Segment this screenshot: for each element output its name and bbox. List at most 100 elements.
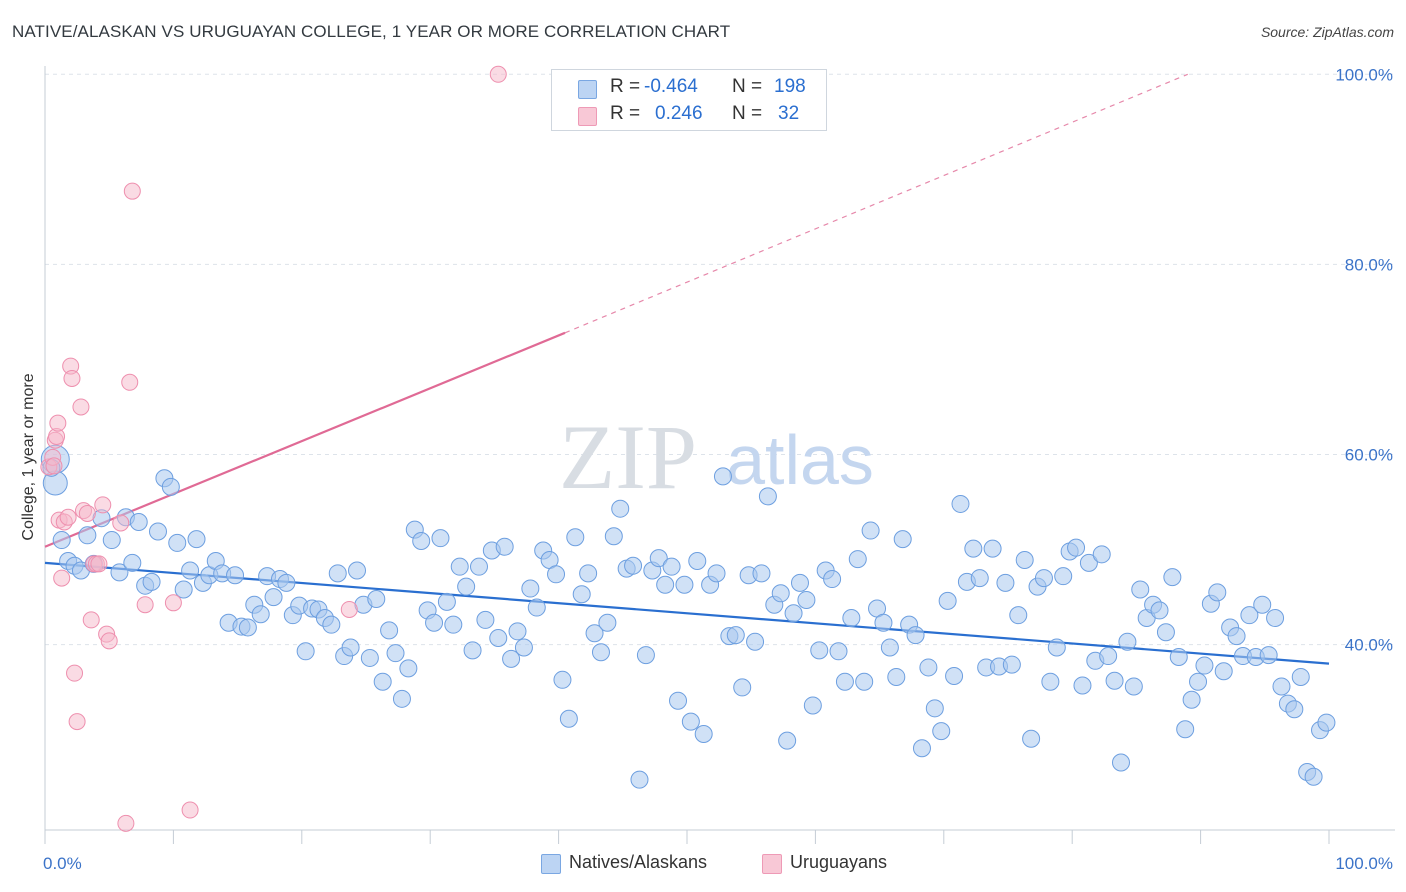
data-point-natives bbox=[1266, 609, 1285, 628]
data-point-natives bbox=[1067, 538, 1086, 557]
data-point-natives bbox=[559, 709, 578, 728]
data-point-natives bbox=[495, 537, 514, 556]
data-point-natives bbox=[797, 590, 816, 609]
data-point-natives bbox=[649, 549, 668, 568]
data-point-uruguayans bbox=[112, 514, 130, 532]
data-point-natives bbox=[508, 622, 527, 641]
data-point-uruguayans bbox=[78, 504, 96, 522]
data-point-uruguayans bbox=[164, 594, 182, 612]
data-point-natives bbox=[1131, 580, 1150, 599]
data-point-uruguayans bbox=[489, 65, 507, 83]
data-point-natives bbox=[803, 696, 822, 715]
data-point-natives bbox=[1195, 656, 1214, 675]
data-point-uruguayans bbox=[136, 596, 154, 614]
data-point-natives bbox=[367, 590, 386, 608]
data-point-natives bbox=[52, 531, 71, 550]
data-point-natives bbox=[784, 604, 803, 623]
data-point-natives bbox=[1041, 672, 1060, 691]
data-point-natives bbox=[656, 575, 675, 594]
data-point-uruguayans bbox=[59, 508, 77, 526]
legend-n-value: 198 bbox=[774, 76, 806, 97]
data-point-natives bbox=[1304, 767, 1323, 786]
data-point-natives bbox=[110, 563, 129, 582]
data-point-natives bbox=[566, 528, 585, 547]
data-point-natives bbox=[174, 580, 193, 599]
data-point-natives bbox=[932, 722, 951, 741]
y-axis-title: College, 1 year or more bbox=[20, 373, 37, 540]
data-point-natives bbox=[1099, 647, 1118, 666]
data-point-natives bbox=[874, 613, 893, 632]
y-tick-label: 60.0% bbox=[1345, 446, 1393, 465]
data-point-natives bbox=[1034, 569, 1053, 588]
data-point-natives bbox=[855, 672, 874, 691]
data-point-natives bbox=[360, 648, 379, 667]
data-point-natives bbox=[328, 564, 347, 583]
data-point-natives bbox=[1240, 606, 1259, 625]
data-point-uruguayans bbox=[68, 713, 86, 731]
data-point-natives bbox=[835, 672, 854, 691]
data-point-natives bbox=[1047, 638, 1066, 657]
data-point-natives bbox=[1015, 551, 1034, 570]
data-point-natives bbox=[1002, 655, 1021, 674]
data-point-natives bbox=[1022, 729, 1041, 748]
gridlines bbox=[45, 73, 1395, 646]
data-point-natives bbox=[572, 585, 591, 604]
data-point-natives bbox=[919, 658, 938, 677]
data-point-natives bbox=[148, 522, 167, 541]
data-point-natives bbox=[392, 689, 411, 708]
data-point-natives bbox=[489, 628, 508, 647]
data-point-natives bbox=[1259, 646, 1278, 665]
data-point-natives bbox=[123, 553, 142, 572]
data-point-natives bbox=[547, 565, 566, 584]
data-point-natives bbox=[636, 646, 655, 665]
data-point-natives bbox=[713, 467, 732, 486]
data-point-natives bbox=[1118, 632, 1137, 651]
data-point-natives bbox=[829, 642, 848, 661]
data-point-natives bbox=[688, 551, 707, 570]
watermark-zip: ZIP bbox=[559, 406, 697, 508]
data-point-natives bbox=[437, 592, 456, 611]
tick-labels: 40.0% 60.0% 80.0% 100.0% 0.0% 100.0% bbox=[43, 65, 1393, 873]
data-point-natives bbox=[226, 566, 245, 585]
data-point-natives bbox=[996, 573, 1015, 592]
data-point-uruguayans bbox=[123, 182, 141, 200]
data-point-natives bbox=[611, 499, 630, 518]
data-point-natives bbox=[1009, 606, 1028, 625]
data-point-natives bbox=[662, 557, 681, 576]
data-point-natives bbox=[444, 615, 463, 634]
data-point-natives bbox=[521, 579, 540, 598]
data-point-natives bbox=[970, 569, 989, 588]
legend-row-natives: R = -0.464 N = 198 bbox=[552, 76, 826, 102]
data-point-natives bbox=[604, 527, 623, 546]
data-point-natives bbox=[1124, 677, 1143, 696]
y-tick-label: 40.0% bbox=[1345, 636, 1393, 655]
data-point-natives bbox=[848, 550, 867, 569]
data-point-uruguayans bbox=[66, 664, 84, 682]
data-point-natives bbox=[694, 724, 713, 743]
data-point-natives bbox=[887, 667, 906, 686]
data-point-natives bbox=[707, 564, 726, 583]
data-point-natives bbox=[585, 624, 604, 643]
data-point-natives bbox=[348, 561, 367, 580]
data-point-natives bbox=[341, 638, 360, 657]
data-point-natives bbox=[373, 672, 392, 691]
data-point-natives bbox=[1227, 627, 1246, 646]
data-point-natives bbox=[810, 641, 829, 660]
data-point-natives bbox=[527, 598, 546, 617]
data-point-natives bbox=[752, 564, 771, 583]
data-point-natives bbox=[1208, 583, 1227, 602]
data-point-natives bbox=[1214, 662, 1233, 681]
source-label: Source: ZipAtlas.com bbox=[1260, 24, 1394, 40]
bottom-legend-label: Natives/Alaskans bbox=[569, 852, 708, 872]
data-point-natives bbox=[1253, 595, 1272, 614]
data-point-natives bbox=[431, 529, 450, 548]
data-point-natives bbox=[778, 731, 797, 750]
data-point-natives bbox=[296, 642, 315, 661]
data-point-natives bbox=[1285, 700, 1304, 719]
series-uruguayans bbox=[40, 65, 507, 832]
data-point-natives bbox=[790, 573, 809, 592]
chart-title: NATIVE/ALASKAN VS URUGUAYAN COLLEGE, 1 Y… bbox=[12, 22, 731, 41]
data-point-uruguayans bbox=[53, 569, 71, 587]
data-point-uruguayans bbox=[181, 801, 199, 819]
y-tick-label: 100.0% bbox=[1335, 65, 1393, 84]
